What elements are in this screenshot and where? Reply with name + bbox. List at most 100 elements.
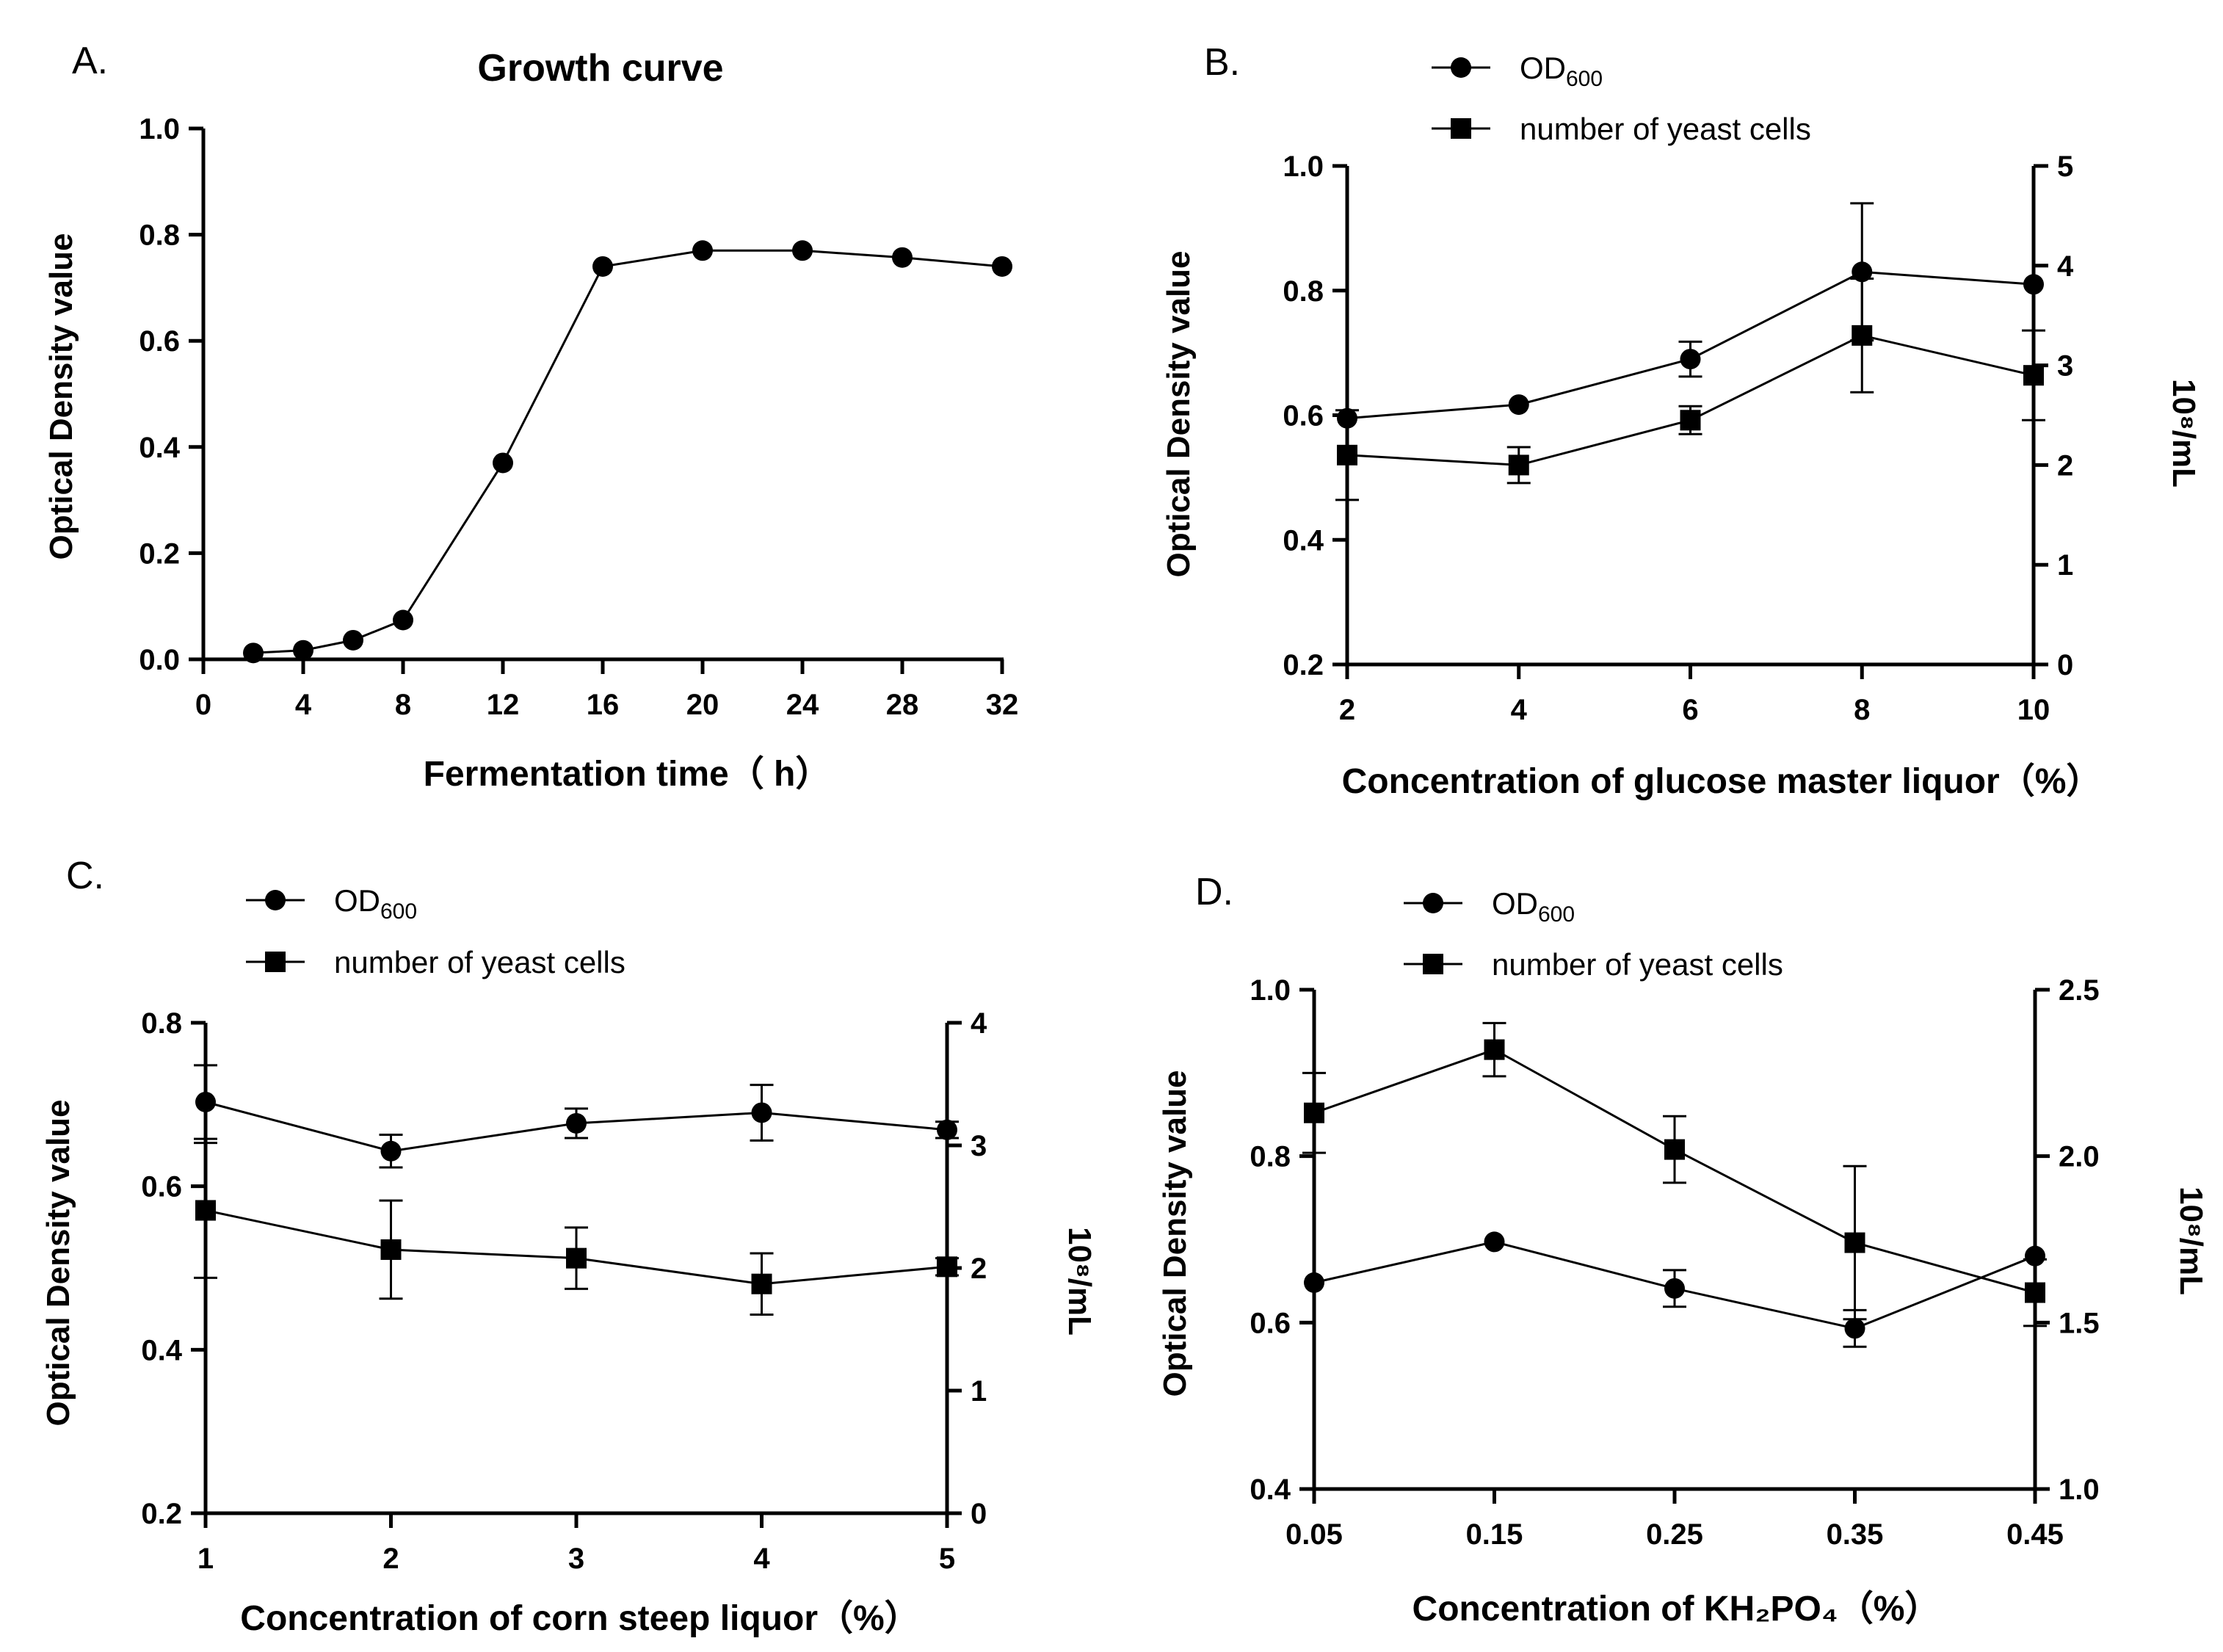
x-axis-label: Fermentation time（ h） (424, 755, 831, 794)
y-tick-label-right: 3 (2057, 350, 2073, 383)
series-od600 (194, 1064, 959, 1169)
data-point-square (1844, 1232, 1865, 1253)
y-tick-label-left: 0.8 (1283, 275, 1324, 308)
y-axis-label-left: Optical Density value (1157, 1070, 1193, 1396)
x-tick-label: 20 (686, 689, 719, 721)
data-point-circle (692, 240, 713, 261)
data-point-square (937, 1256, 957, 1278)
y-tick-label-right: 2.5 (2059, 974, 2100, 1007)
data-point-circle (1508, 394, 1529, 416)
x-tick-label: 12 (487, 689, 520, 721)
x-tick-label: 28 (886, 689, 919, 721)
x-tick-label: 2 (1339, 694, 1355, 726)
x-tick-label: 6 (1682, 694, 1698, 726)
x-tick-label: 8 (1854, 694, 1870, 726)
data-point-square (1304, 1102, 1324, 1123)
legend-label: OD600 (334, 883, 417, 924)
series-od600 (243, 240, 1012, 664)
panel-b: B. 2 4 6 8 10 0.2 0.4 0.6 0.8 1.0 0 1 2 3 4 5 Concentrati… (1161, 41, 2202, 801)
y-tick-label-left: 0.4 (141, 1334, 182, 1366)
panel-letter: D. (1195, 871, 1233, 913)
data-point-circle (892, 247, 913, 268)
x-tick-label: 4 (295, 689, 312, 721)
data-point-square (195, 1200, 216, 1221)
data-point-circle (1680, 349, 1701, 370)
y-tick-label-right: 1.5 (2059, 1307, 2100, 1339)
legend-label: number of yeast cells (1492, 947, 1783, 982)
data-point-circle (1844, 1318, 1865, 1339)
data-point-circle (937, 1119, 957, 1140)
legend-marker-circle (1451, 57, 1471, 78)
panel-letter: A. (72, 40, 108, 82)
data-point-square (2023, 365, 2044, 386)
data-point-circle (792, 240, 813, 261)
data-point-circle (1852, 261, 1873, 283)
data-point-square (751, 1273, 772, 1294)
data-point-square (566, 1247, 587, 1269)
panel-d: D. 0.05 0.15 0.25 0.35 0.45 0.4 0.6 0.8 1.0 1.0 1.5… (1157, 871, 2209, 1629)
legend: OD600 number of yeast cells (246, 883, 625, 979)
legend-marker-square (265, 952, 286, 972)
y-tick-label-right: 2.0 (2059, 1141, 2100, 1173)
y-tick-label-right: 1 (971, 1375, 987, 1408)
data-point-circle (293, 640, 313, 661)
data-point-square (380, 1239, 402, 1260)
y-tick-label-right: 5 (2057, 151, 2073, 183)
x-tick-label: 0.25 (1646, 1518, 1703, 1551)
data-point-circle (2023, 274, 2044, 295)
y-axis-label-right: 10⁸/mL (1062, 1227, 1098, 1336)
y-tick-label-left: 0.2 (1283, 649, 1324, 681)
data-point-square (1852, 325, 1873, 346)
series-yeast-cells (1335, 277, 2045, 501)
x-tick-label: 24 (786, 689, 819, 721)
x-axis-label: Concentration of glucose master liquor（%… (1342, 762, 2102, 801)
x-tick-label: 10 (2017, 694, 2050, 726)
data-point-circle (493, 452, 513, 474)
y-tick-label-left: 0.6 (139, 325, 180, 358)
data-point-square (2025, 1282, 2045, 1303)
data-point-circle (566, 1112, 587, 1134)
y-axis-label-left: Optical Density value (43, 233, 79, 559)
data-point-circle (393, 609, 413, 631)
legend-label: number of yeast cells (1520, 112, 1811, 146)
data-point-circle (1664, 1278, 1685, 1299)
data-point-square (1664, 1139, 1685, 1160)
legend-marker-square (1423, 954, 1443, 974)
x-tick-label: 32 (986, 689, 1019, 721)
series-od600 (1304, 1231, 2045, 1348)
y-tick-label-left: 0.6 (141, 1171, 182, 1203)
y-tick-label-right: 2 (2057, 449, 2073, 482)
y-tick-label-right: 3 (971, 1130, 987, 1162)
x-tick-label: 4 (753, 1543, 770, 1575)
y-tick-label-right: 0 (971, 1498, 987, 1530)
y-tick-label-left: 0.6 (1283, 400, 1324, 432)
x-tick-label: 0.15 (1466, 1518, 1523, 1551)
x-tick-label: 0.35 (1827, 1518, 1884, 1551)
data-point-circle (343, 629, 363, 651)
legend-label: number of yeast cells (334, 945, 625, 979)
y-tick-label-right: 4 (971, 1007, 987, 1040)
data-point-circle (2025, 1245, 2045, 1267)
panel-a: A. Growth curve 0 4 8 12 16 20 24 28 32 0.0 0.2 0.4 0.… (43, 40, 1018, 794)
y-tick-label-left: 0.4 (139, 432, 180, 464)
data-point-circle (380, 1140, 402, 1162)
legend-marker-circle (1423, 893, 1443, 913)
data-point-square (1337, 444, 1357, 465)
y-tick-label-left: 0.4 (1250, 1474, 1291, 1506)
series-yeast-cells (1302, 1021, 2047, 1327)
series-yeast-cells (194, 1142, 959, 1316)
x-axis-label: Concentration of corn steep liquor（%） (240, 1599, 919, 1638)
legend-marker-circle (265, 890, 286, 910)
data-point-circle (195, 1091, 216, 1112)
y-tick-label-left: 0.4 (1283, 524, 1324, 557)
x-tick-label: 5 (939, 1543, 955, 1575)
data-point-circle (992, 256, 1012, 277)
y-tick-label-left: 0.2 (141, 1498, 182, 1530)
y-tick-label-right: 4 (2057, 250, 2074, 283)
data-point-circle (1304, 1272, 1324, 1293)
y-tick-label-right: 1 (2057, 549, 2073, 582)
data-point-circle (1484, 1231, 1505, 1253)
y-tick-label-right: 2 (971, 1253, 987, 1285)
